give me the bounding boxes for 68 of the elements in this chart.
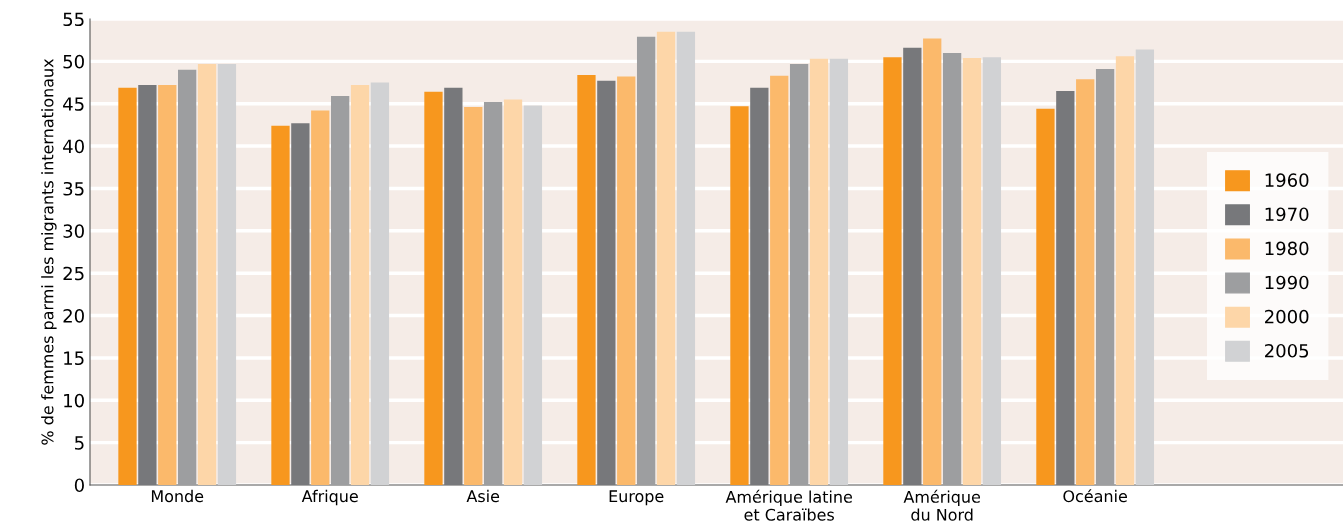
y-tick-label: 25 <box>63 266 84 281</box>
y-tick-label: 30 <box>63 224 84 238</box>
bar <box>617 76 636 485</box>
y-tick-label: 50 <box>63 54 84 69</box>
x-tick-label: Amérique du Nord <box>903 489 981 521</box>
bar <box>1115 56 1135 485</box>
bar <box>178 69 197 485</box>
y-tick-label: 15 <box>64 351 84 366</box>
legend-label: 2005 <box>1265 343 1309 358</box>
bar <box>217 63 237 485</box>
y-tick-label: 0 <box>74 478 84 493</box>
bar <box>676 31 696 485</box>
bar <box>636 36 656 485</box>
y-tick-label: 55 <box>63 12 84 27</box>
bar <box>942 52 962 485</box>
bar <box>503 99 523 485</box>
legend-label: 1980 <box>1265 241 1309 256</box>
bar <box>291 123 310 485</box>
bar <box>1095 68 1115 485</box>
bar <box>789 63 809 485</box>
y-tick-label: 45 <box>63 97 84 111</box>
y-axis-title: % de femmes parmi les migrants internationaux <box>41 58 57 445</box>
bar <box>770 75 789 485</box>
y-tick-label: 5 <box>75 436 84 450</box>
x-tick-label: Asie <box>466 489 500 503</box>
bar <box>464 107 483 485</box>
bar <box>962 57 982 485</box>
bar <box>350 85 370 485</box>
bar <box>982 57 1002 485</box>
x-tick-label: Monde <box>151 489 204 503</box>
y-tick-label: 20 <box>63 309 84 323</box>
bar <box>118 87 137 485</box>
bar <box>883 57 902 485</box>
legend-label: 1970 <box>1265 207 1309 222</box>
bar <box>1036 108 1055 485</box>
x-tick-label: Europe <box>609 490 664 506</box>
bar <box>483 102 503 485</box>
legend-label: 2000 <box>1265 309 1309 324</box>
y-tick-label: 35 <box>63 181 84 196</box>
bar <box>444 87 463 485</box>
bar <box>656 31 676 485</box>
bar <box>577 74 596 485</box>
legend-label: 1990 <box>1265 275 1309 290</box>
bar <box>809 58 829 485</box>
bar <box>424 91 443 485</box>
bar <box>1135 49 1155 485</box>
bar <box>311 110 330 485</box>
bar <box>597 80 616 485</box>
x-tick-label: Amérique latine et Caraïbes <box>725 489 852 521</box>
bar <box>523 105 543 485</box>
bar <box>1076 79 1095 485</box>
bar <box>1056 91 1075 485</box>
bar <box>197 63 217 485</box>
bar <box>829 58 849 485</box>
x-tick-label: Afrique <box>301 489 358 506</box>
bar <box>750 87 769 485</box>
bar <box>923 38 942 485</box>
bar <box>271 125 290 485</box>
y-tick-label: 40 <box>63 139 84 154</box>
bar <box>370 82 390 485</box>
bar <box>903 47 922 485</box>
bar <box>158 85 177 485</box>
bar <box>730 106 749 485</box>
bar <box>138 85 157 485</box>
x-tick-label: Océanie <box>1063 489 1127 503</box>
legend-label: 1960 <box>1265 173 1309 187</box>
y-tick-label: 10 <box>64 393 84 408</box>
bar <box>330 96 350 485</box>
